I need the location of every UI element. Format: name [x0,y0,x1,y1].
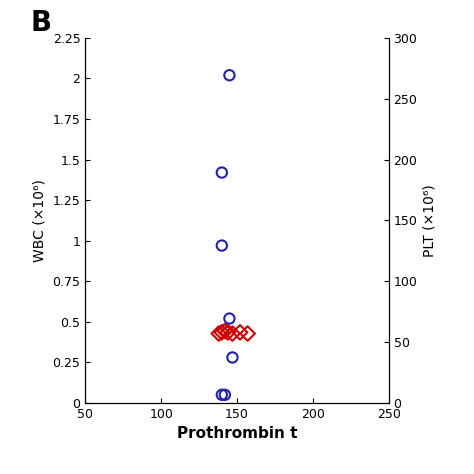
Text: B: B [31,9,52,36]
Point [224,328,232,336]
Point [218,169,226,176]
Point [221,391,228,399]
Point [226,315,233,322]
Point [215,330,223,337]
Y-axis label: WBC (×10⁶): WBC (×10⁶) [33,179,47,262]
Y-axis label: PLT (×10⁶): PLT (×10⁶) [423,184,437,257]
Point [244,330,251,337]
Point [218,391,226,399]
Point [228,330,236,337]
Point [218,328,226,336]
X-axis label: Prothrombin t: Prothrombin t [177,426,297,441]
Point [228,354,236,361]
Point [221,328,228,335]
Point [226,72,233,79]
Point [236,328,244,336]
Point [218,242,226,249]
